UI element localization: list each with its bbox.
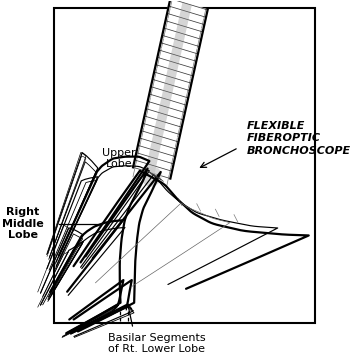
Text: Upper
Lobe: Upper Lobe [102,148,136,169]
Polygon shape [133,0,208,179]
Bar [54,8,315,324]
Text: Right
Middle
Lobe: Right Middle Lobe [2,207,44,240]
Text: Basilar Segments
of Rt. Lower Lobe: Basilar Segments of Rt. Lower Lobe [108,333,205,354]
Polygon shape [145,2,192,174]
Ellipse shape [142,166,162,187]
Text: FLEXIBLE
FIBEROPTIC
BRONCHOSCOPE: FLEXIBLE FIBEROPTIC BRONCHOSCOPE [246,121,350,156]
